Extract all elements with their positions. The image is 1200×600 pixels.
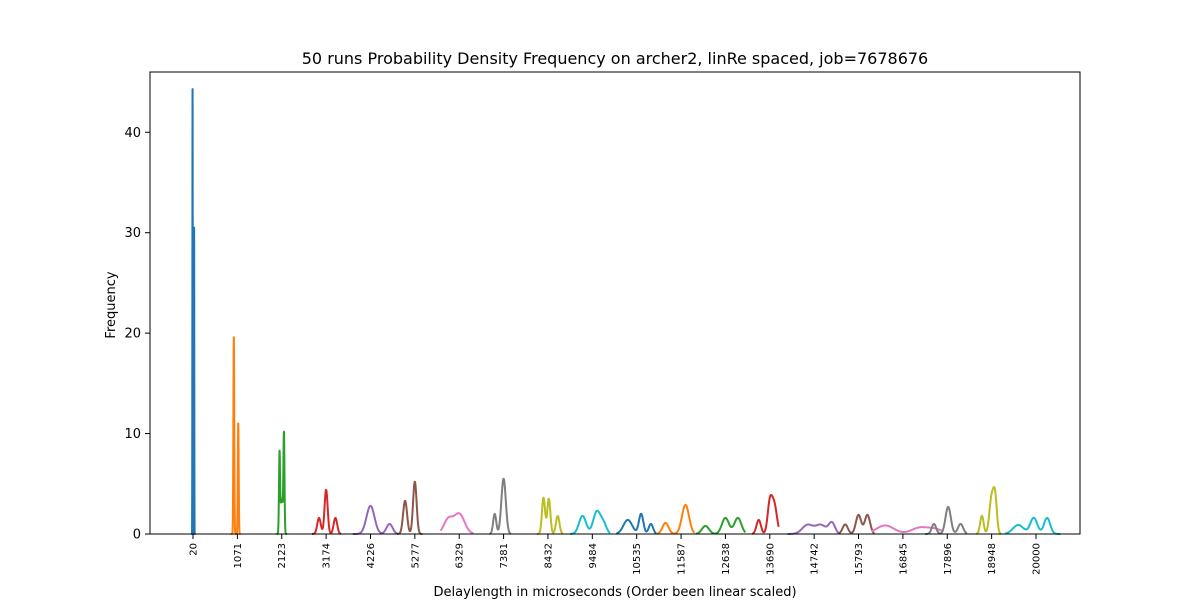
x-tick-label: 12638 (721, 543, 732, 575)
x-tick-label: 14742 (810, 543, 821, 575)
x-tick-label: 16845 (898, 543, 909, 575)
y-axis: 0 10 20 30 40 (124, 126, 150, 543)
x-tick-label: 5277 (410, 543, 421, 568)
series-line-18948 (975, 485, 1003, 535)
x-tick-label: 7381 (499, 543, 510, 568)
y-tick-label: 40 (124, 126, 141, 141)
x-tick-label: 10535 (632, 543, 643, 575)
x-tick-label: 9484 (588, 543, 599, 568)
y-tick-label: 10 (124, 427, 141, 442)
x-tick-label: 13690 (765, 543, 776, 575)
series-layer (190, 88, 1062, 535)
y-tick-label: 30 (124, 226, 141, 241)
series-line-5277 (396, 480, 424, 535)
x-tick-label: 2123 (277, 543, 288, 568)
y-tick-label: 20 (124, 327, 141, 342)
series-line-4226 (351, 504, 399, 535)
x-tick-label: 4226 (366, 543, 377, 568)
x-axis: 20 1071 2123 3174 4226 5277 6329 7381 8432 9484 10… (189, 534, 1043, 575)
x-tick-label: 1071 (233, 543, 244, 568)
x-axis-label: Delaylength in microseconds (Order been … (433, 585, 796, 600)
x-tick-label: 18948 (987, 543, 998, 575)
y-axis-label: Frequency (104, 271, 119, 338)
x-tick-label: 17896 (943, 543, 954, 575)
x-tick-label: 11587 (677, 543, 688, 575)
series-line-13690 (751, 493, 780, 535)
series-line-8432 (535, 496, 564, 535)
series-line-20 (190, 88, 197, 535)
series-line-6329 (439, 512, 475, 535)
series-line-10535 (615, 512, 658, 535)
series-line-15793 (837, 513, 876, 535)
x-tick-label: 8432 (543, 543, 554, 568)
x-tick-label: 20 (189, 543, 200, 556)
series-line-20000 (1004, 516, 1062, 535)
y-tick-label: 0 (133, 528, 141, 543)
x-tick-label: 20000 (1032, 543, 1043, 575)
x-tick-label: 3174 (322, 543, 333, 568)
plot-area-frame (149, 71, 1081, 535)
series-line-11587 (655, 503, 696, 535)
series-line-1071 (229, 336, 242, 535)
chart-title: 50 runs Probability Density Frequency on… (302, 49, 928, 68)
series-line-9484 (569, 509, 611, 535)
series-line-14742 (786, 520, 841, 535)
series-line-7381 (488, 477, 513, 535)
series-line-3174 (311, 488, 343, 535)
series-line-2123 (275, 430, 289, 535)
x-tick-label: 15793 (854, 543, 865, 575)
series-line-17896 (924, 505, 968, 535)
x-tick-label: 6329 (455, 543, 466, 568)
series-line-12638 (694, 516, 747, 535)
